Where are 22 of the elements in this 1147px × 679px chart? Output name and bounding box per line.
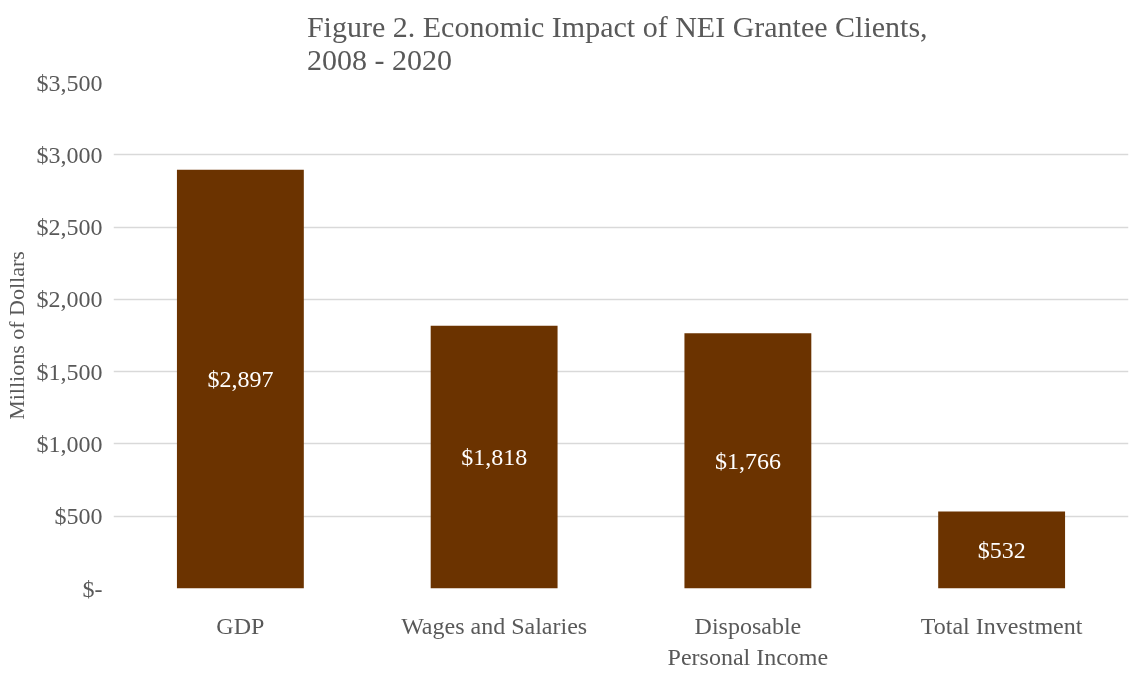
chart-title: Figure 2. Economic Impact of NEI Grantee Clients, 2008 - 2020 (306, 9, 928, 76)
bar (430, 325, 558, 589)
y-tick-label: $1,000 (36, 430, 103, 457)
bar (684, 333, 812, 589)
data-label: $532 (977, 537, 1026, 564)
x-tick-label: Wages and Salaries (401, 612, 588, 639)
y-tick-label: $1,500 (36, 358, 103, 385)
data-label: $2,897 (207, 366, 274, 393)
y-tick-label: $3,500 (36, 69, 103, 96)
y-tick-label: $- (82, 575, 103, 602)
x-tick-label: Total Investment (920, 612, 1083, 639)
bar (176, 169, 304, 589)
y-tick-label: $500 (54, 503, 103, 530)
y-tick-label: $3,000 (36, 141, 103, 168)
x-tick-label: GDP (216, 612, 265, 639)
data-label: $1,766 (714, 447, 781, 474)
bar (938, 511, 1066, 589)
y-tick-label: $2,000 (36, 286, 103, 313)
data-label: $1,818 (461, 444, 528, 471)
y-tick-label: $2,500 (36, 214, 103, 241)
x-tick-label: Disposable Personal Income (667, 612, 829, 670)
y-axis-title: Millions of Dollars (3, 251, 29, 420)
